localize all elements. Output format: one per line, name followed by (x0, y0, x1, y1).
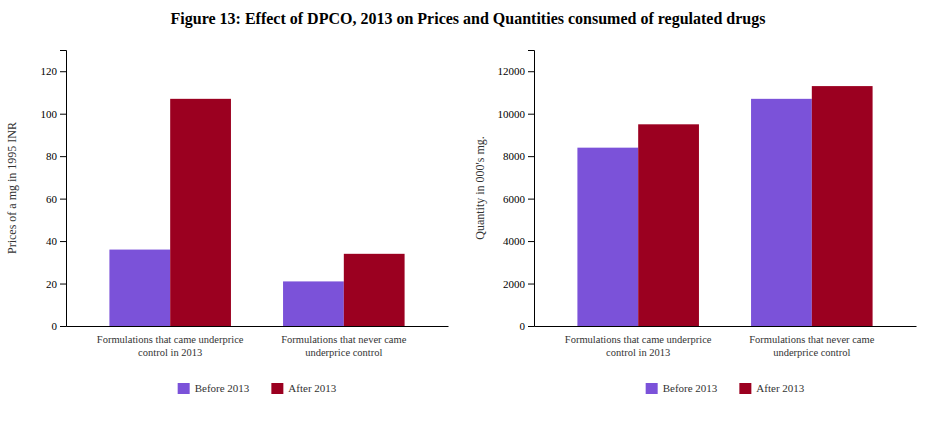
y-tick: 0 (520, 320, 535, 332)
y-tick-mark (60, 156, 66, 157)
legend-swatch (178, 383, 190, 394)
bar (283, 281, 344, 326)
y-tick-label: 20 (46, 278, 58, 290)
bar (812, 86, 873, 326)
x-tick: Formulations that never came underprice c… (281, 334, 406, 358)
y-axis-line (528, 51, 535, 327)
legend-label: After 2013 (288, 382, 336, 394)
x-tick-label: Formulations that never came underprice c… (281, 334, 406, 358)
x-tick-label-line: control in 2013 (138, 347, 202, 358)
y-tick-mark (528, 199, 534, 200)
legend-item: Before 2013 (178, 382, 250, 394)
y-axis-title: Prices of a mg in 1995 INR (5, 122, 19, 254)
y-tick-label: 0 (52, 320, 58, 332)
y-tick: 10000 (498, 108, 535, 120)
bar (638, 124, 699, 326)
legend: Before 2013 After 2013 (178, 382, 337, 394)
x-tick: Formulations that never came underprice c… (749, 334, 874, 358)
y-tick-mark (528, 284, 534, 285)
x-tick-label-line: Formulations that came underprice (97, 334, 244, 345)
x-axis: Formulations that came underprice control… (535, 327, 917, 359)
y-tick: 0 (52, 320, 67, 332)
y-tick-label: 80 (46, 150, 58, 162)
y-tick-mark (528, 241, 534, 242)
y-tick: 12000 (498, 65, 535, 77)
y-tick-label: 100 (41, 108, 58, 120)
y-tick-label: 10000 (498, 108, 526, 120)
x-tick-label-line: Formulations that never came (281, 334, 406, 345)
bar (344, 254, 405, 326)
title: Figure 13: Effect of DPCO, 2013 on Price… (171, 10, 766, 28)
legend-label: Before 2013 (663, 382, 718, 394)
y-tick-label: 6000 (503, 193, 526, 205)
y-tick-label: 4000 (503, 235, 526, 247)
x-tick-label-line: underprice control (773, 347, 850, 358)
panel: 0 20 40 60 80 100 120 Prices of a mg in 1995 IN… (5, 51, 449, 395)
legend-swatch (739, 383, 751, 394)
y-tick-mark (528, 326, 534, 327)
x-axis-line (67, 326, 449, 327)
y-tick: 2000 (503, 278, 534, 290)
legend-swatch (646, 383, 658, 394)
y-tick-label: 60 (46, 193, 58, 205)
x-tick-label-line: underprice control (305, 347, 382, 358)
y-tick-mark (528, 156, 534, 157)
x-axis-line (535, 326, 917, 327)
legend-item: Before 2013 (646, 382, 718, 394)
y-tick-mark (60, 326, 66, 327)
y-axis-line (60, 51, 67, 327)
legend-swatch (271, 383, 283, 394)
y-tick: 6000 (503, 193, 534, 205)
y-tick-mark (528, 71, 534, 72)
y-tick-label: 120 (41, 65, 58, 77)
y-tick-mark (528, 114, 534, 115)
x-axis: Formulations that came underprice control… (67, 327, 449, 359)
bars (109, 99, 404, 326)
x-tick-label: Formulations that came underprice control… (565, 334, 712, 358)
bar (577, 148, 638, 326)
y-tick-label: 40 (46, 235, 58, 247)
y-tick-label: 8000 (503, 150, 526, 162)
y-tick: 100 (41, 108, 67, 120)
y-tick: 40 (46, 235, 66, 247)
y-tick-label: 0 (520, 320, 526, 332)
y-tick: 120 (41, 65, 67, 77)
y-tick-label: 12000 (498, 65, 526, 77)
panel: 0 2000 4000 6000 8000 10000 12000 Quantity in 0… (473, 51, 917, 395)
x-tick-label-line: Formulations that never came (749, 334, 874, 345)
x-tick-label-line: Formulations that came underprice (565, 334, 712, 345)
y-tick: 20 (46, 278, 66, 290)
y-axis-title: Quantity in 000's mg. (473, 136, 487, 240)
y-tick-mark (60, 284, 66, 285)
y-tick-mark (60, 71, 66, 72)
x-tick: Formulations that came underprice control… (565, 334, 712, 358)
legend-item: After 2013 (739, 382, 804, 394)
bar (109, 250, 170, 326)
y-axis: 0 2000 4000 6000 8000 10000 12000 (498, 51, 535, 333)
legend-label: Before 2013 (195, 382, 250, 394)
bar (751, 99, 812, 326)
legend-label: After 2013 (756, 382, 804, 394)
y-tick: 60 (46, 193, 66, 205)
x-tick-label-line: control in 2013 (606, 347, 670, 358)
y-tick-mark (60, 114, 66, 115)
y-tick-mark (60, 241, 66, 242)
x-tick-label: Formulations that came underprice control… (97, 334, 244, 358)
legend-item: After 2013 (271, 382, 336, 394)
y-axis: 0 20 40 60 80 100 120 (41, 51, 67, 333)
y-tick-label: 2000 (503, 278, 526, 290)
x-tick-label: Formulations that never came underprice c… (749, 334, 874, 358)
bar (170, 99, 231, 326)
x-tick: Formulations that came underprice control… (97, 334, 244, 358)
bars (577, 86, 872, 326)
y-tick: 80 (46, 150, 66, 162)
y-tick: 8000 (503, 150, 534, 162)
chart-root: Figure 13: Effect of DPCO, 2013 on Price… (0, 0, 936, 434)
legend: Before 2013 After 2013 (646, 382, 805, 394)
y-tick-mark (60, 199, 66, 200)
y-tick: 4000 (503, 235, 534, 247)
